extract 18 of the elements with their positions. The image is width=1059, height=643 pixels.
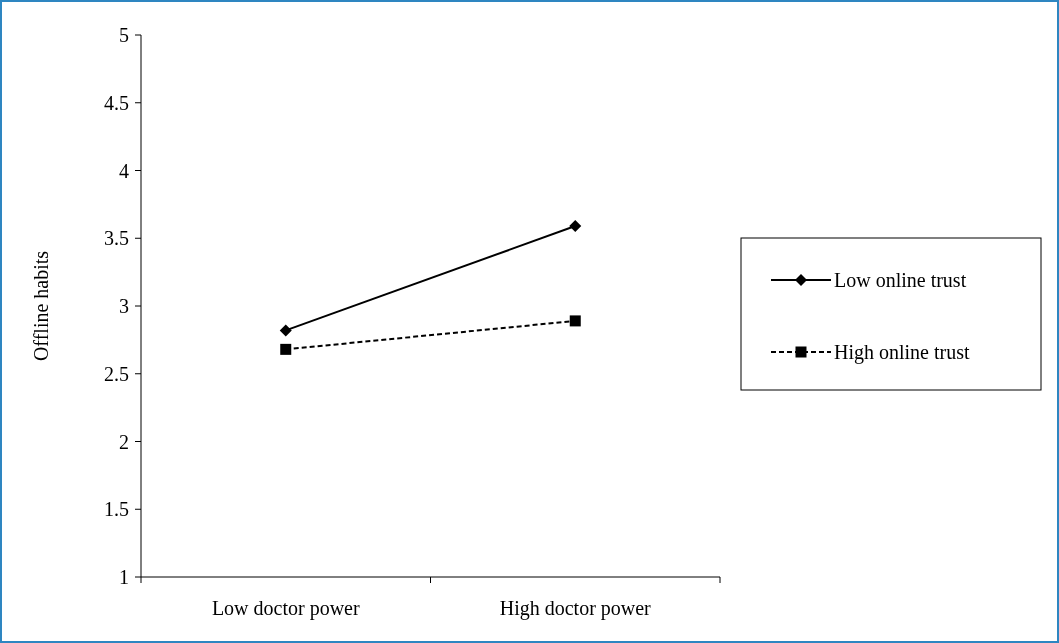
y-tick-label: 4 <box>119 159 129 182</box>
point <box>569 220 582 233</box>
y-tick-label: 2 <box>119 430 129 453</box>
x-tick-label: High doctor power <box>499 597 652 620</box>
x-tick-label: Low doctor power <box>211 597 360 620</box>
y-tick-label: 2.5 <box>104 362 129 385</box>
point <box>279 324 292 337</box>
point <box>569 315 581 327</box>
legend-label: Low online trust <box>834 269 967 291</box>
y-tick-label: 3 <box>119 295 129 317</box>
y-tick-label: 3.5 <box>104 227 129 250</box>
y-axis-title: Offline habits <box>30 250 52 362</box>
y-tick-label: 1.5 <box>104 498 129 521</box>
y-tick-label: 4.5 <box>104 91 129 114</box>
y-tick-label: 1 <box>119 566 129 588</box>
y-tick-label: 5 <box>119 24 129 46</box>
legend-label: High online trust <box>834 341 970 364</box>
point <box>280 343 292 355</box>
